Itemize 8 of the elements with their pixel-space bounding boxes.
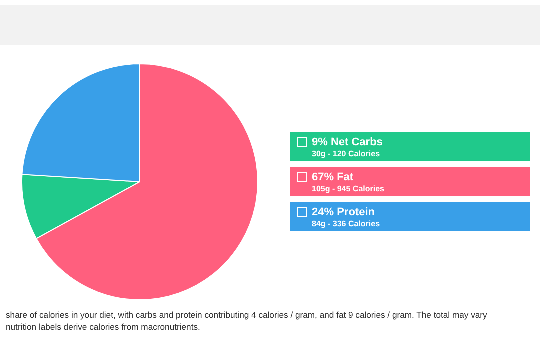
text: share of calories in your diet, with carbs and protein contributing 4 calories / gram, and fat 9 calories / gram. The total may vary — [6, 310, 488, 320]
text: 84g - 336 Calories — [312, 220, 381, 228]
text: 30g - 120 Calories — [312, 150, 381, 158]
legend-label: 67% Fat — [312, 172, 354, 184]
text: nutrition labels derive calories from macronutrients. — [6, 322, 200, 332]
text: 105g - 945 Calories — [312, 184, 386, 194]
legend-label: 24% Protein — [312, 206, 376, 218]
legend-label: 9% Net Carbs — [312, 136, 383, 148]
